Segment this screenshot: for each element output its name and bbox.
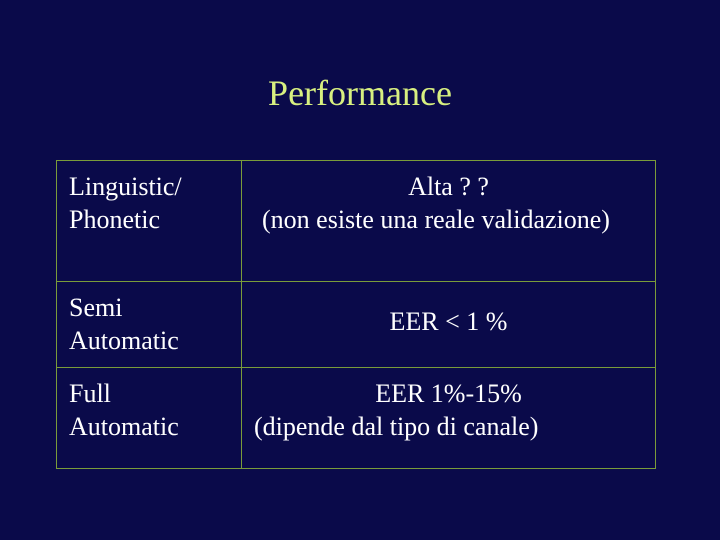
row2-right-line1: EER < 1 %: [254, 292, 643, 339]
row1-right-line2: (non esiste una reale validazione): [254, 204, 643, 237]
table-row: Full Automatic EER 1%-15% (dipende dal t…: [57, 368, 656, 469]
performance-table: Linguistic/ Phonetic Alta ? ? (non esist…: [56, 160, 656, 469]
row1-right-line1: Alta ? ?: [254, 171, 643, 204]
slide-title: Performance: [0, 72, 720, 114]
slide: Performance Linguistic/ Phonetic Alta ? …: [0, 0, 720, 540]
row3-left-cell: Full Automatic: [57, 368, 242, 469]
row3-left-text: Full Automatic: [69, 379, 179, 441]
row3-right-line1: EER 1%-15%: [254, 378, 643, 411]
row1-left-cell: Linguistic/ Phonetic: [57, 161, 242, 282]
row3-right-line2: (dipende dal tipo di canale): [254, 411, 643, 444]
row1-right-cell: Alta ? ? (non esiste una reale validazio…: [242, 161, 656, 282]
table-row: Semi Automatic EER < 1 %: [57, 282, 656, 368]
row2-left-text: Semi Automatic: [69, 293, 179, 355]
table-row: Linguistic/ Phonetic Alta ? ? (non esist…: [57, 161, 656, 282]
row2-left-cell: Semi Automatic: [57, 282, 242, 368]
row2-right-cell: EER < 1 %: [242, 282, 656, 368]
row3-right-cell: EER 1%-15% (dipende dal tipo di canale): [242, 368, 656, 469]
row1-left-text: Linguistic/ Phonetic: [69, 172, 182, 234]
